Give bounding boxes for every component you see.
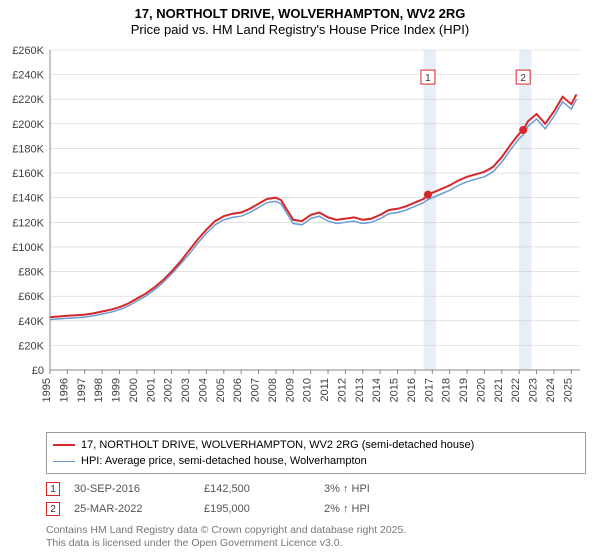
attribution-line1: Contains HM Land Registry data © Crown c… bbox=[46, 524, 586, 537]
svg-text:£140K: £140K bbox=[12, 193, 44, 205]
svg-text:2025: 2025 bbox=[562, 378, 574, 402]
svg-text:2012: 2012 bbox=[336, 378, 348, 402]
legend-swatch bbox=[53, 461, 75, 462]
svg-text:2011: 2011 bbox=[319, 378, 331, 402]
svg-text:2013: 2013 bbox=[354, 378, 366, 402]
svg-text:2008: 2008 bbox=[267, 378, 279, 402]
sale-date: 30-SEP-2016 bbox=[74, 483, 204, 495]
svg-text:£200K: £200K bbox=[12, 119, 44, 131]
sale-price: £195,000 bbox=[204, 503, 324, 515]
legend: 17, NORTHOLT DRIVE, WOLVERHAMPTON, WV2 2… bbox=[46, 432, 586, 474]
svg-text:£0: £0 bbox=[32, 365, 44, 377]
sale-vs-hpi: 3% ↑ HPI bbox=[324, 483, 370, 495]
sale-marker-icon: 1 bbox=[46, 482, 60, 496]
svg-text:2005: 2005 bbox=[215, 378, 227, 402]
price-chart: £0£20K£40K£60K£80K£100K£120K£140K£160K£1… bbox=[46, 46, 586, 400]
svg-text:£120K: £120K bbox=[12, 217, 44, 229]
sale-row: 2 25-MAR-2022£195,0002% ↑ HPI bbox=[46, 500, 586, 518]
svg-text:£180K: £180K bbox=[12, 143, 44, 155]
sale-vs-hpi: 2% ↑ HPI bbox=[324, 503, 370, 515]
svg-text:£60K: £60K bbox=[18, 291, 44, 303]
svg-text:£80K: £80K bbox=[18, 267, 44, 279]
svg-text:2000: 2000 bbox=[128, 378, 140, 402]
svg-text:1995: 1995 bbox=[41, 378, 53, 402]
chart-title-address: 17, NORTHOLT DRIVE, WOLVERHAMPTON, WV2 2… bbox=[0, 6, 600, 22]
sale-row: 1 30-SEP-2016£142,5003% ↑ HPI bbox=[46, 480, 586, 498]
svg-text:2023: 2023 bbox=[528, 378, 540, 402]
svg-text:1998: 1998 bbox=[93, 378, 105, 402]
svg-text:2016: 2016 bbox=[406, 378, 418, 402]
svg-text:£20K: £20K bbox=[18, 340, 44, 352]
chart-footer: 17, NORTHOLT DRIVE, WOLVERHAMPTON, WV2 2… bbox=[46, 432, 586, 550]
svg-text:2024: 2024 bbox=[545, 378, 557, 402]
svg-text:1996: 1996 bbox=[58, 378, 70, 402]
chart-title-subtitle: Price paid vs. HM Land Registry's House … bbox=[0, 22, 600, 38]
legend-swatch bbox=[53, 444, 75, 446]
svg-text:2010: 2010 bbox=[302, 378, 314, 402]
legend-item: HPI: Average price, semi-detached house,… bbox=[53, 453, 579, 469]
svg-text:1999: 1999 bbox=[111, 378, 123, 402]
svg-text:2: 2 bbox=[520, 73, 526, 84]
legend-label: 17, NORTHOLT DRIVE, WOLVERHAMPTON, WV2 2… bbox=[81, 439, 474, 451]
sale-date: 25-MAR-2022 bbox=[74, 503, 204, 515]
svg-text:2019: 2019 bbox=[458, 378, 470, 402]
svg-text:£40K: £40K bbox=[18, 316, 44, 328]
svg-text:2009: 2009 bbox=[284, 378, 296, 402]
sales-table: 1 30-SEP-2016£142,5003% ↑ HPI 2 25-MAR-2022… bbox=[46, 480, 586, 518]
legend-label: HPI: Average price, semi-detached house,… bbox=[81, 455, 367, 467]
svg-text:2007: 2007 bbox=[250, 378, 262, 402]
svg-text:2022: 2022 bbox=[510, 378, 522, 402]
svg-text:1997: 1997 bbox=[76, 378, 88, 402]
svg-text:2002: 2002 bbox=[163, 378, 175, 402]
svg-text:£240K: £240K bbox=[12, 70, 44, 82]
svg-text:£160K: £160K bbox=[12, 168, 44, 180]
svg-text:2001: 2001 bbox=[145, 378, 157, 402]
attribution: Contains HM Land Registry data © Crown c… bbox=[46, 524, 586, 550]
svg-text:2014: 2014 bbox=[371, 378, 383, 402]
svg-text:2004: 2004 bbox=[197, 378, 209, 402]
sale-marker-icon: 2 bbox=[46, 502, 60, 516]
svg-text:2018: 2018 bbox=[441, 378, 453, 402]
legend-item: 17, NORTHOLT DRIVE, WOLVERHAMPTON, WV2 2… bbox=[53, 437, 579, 453]
svg-text:£100K: £100K bbox=[12, 242, 44, 254]
chart-title-block: 17, NORTHOLT DRIVE, WOLVERHAMPTON, WV2 2… bbox=[0, 0, 600, 39]
svg-text:2006: 2006 bbox=[232, 378, 244, 402]
svg-text:2017: 2017 bbox=[423, 378, 435, 402]
svg-text:1: 1 bbox=[425, 73, 431, 84]
svg-text:2003: 2003 bbox=[180, 378, 192, 402]
svg-text:2020: 2020 bbox=[475, 378, 487, 402]
attribution-line2: This data is licensed under the Open Gov… bbox=[46, 537, 586, 550]
svg-text:2021: 2021 bbox=[493, 378, 505, 402]
sale-price: £142,500 bbox=[204, 483, 324, 495]
svg-text:£260K: £260K bbox=[12, 45, 44, 57]
svg-text:2015: 2015 bbox=[389, 378, 401, 402]
svg-text:£220K: £220K bbox=[12, 94, 44, 106]
